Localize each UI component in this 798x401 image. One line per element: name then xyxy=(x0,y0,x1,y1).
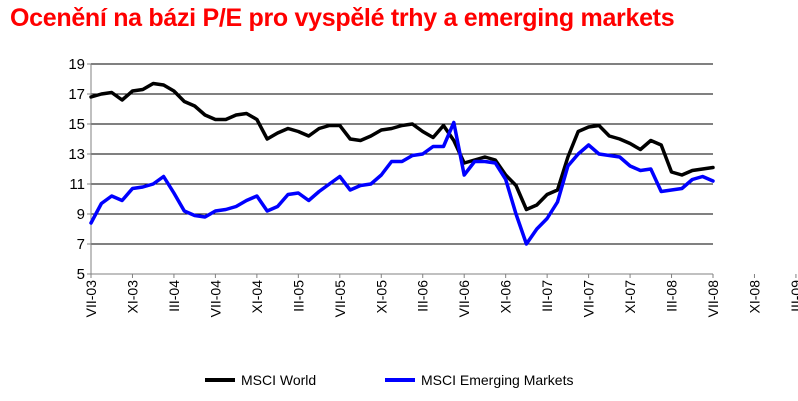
xtick-label-VII-07: VII-07 xyxy=(581,280,597,318)
xtick-label-III-06: III-06 xyxy=(415,280,431,312)
chart-title: Ocenění na bázi P/E pro vyspělé trhy a e… xyxy=(10,4,675,32)
xtick-label-XI-03: XI-03 xyxy=(124,280,140,314)
xtick-label-III-07: III-07 xyxy=(539,280,555,312)
series-line-msci-em xyxy=(89,120,715,246)
ytick-label-9: 9 xyxy=(77,206,85,223)
xtick-label-VII-08: VII-08 xyxy=(705,280,721,318)
legend-world: MSCI World xyxy=(205,370,316,390)
xtick-label-XI-05: XI-05 xyxy=(373,280,389,314)
axes xyxy=(87,63,797,278)
ytick-label-13: 13 xyxy=(68,146,85,163)
xtick-label-III-04: III-04 xyxy=(166,280,182,312)
xtick-label-XI-04: XI-04 xyxy=(249,280,265,314)
legend-swatch-em xyxy=(385,378,415,382)
ytick-label-5: 5 xyxy=(77,266,85,283)
legend-label-em: MSCI Emerging Markets xyxy=(421,372,574,388)
ytick-label-19: 19 xyxy=(68,56,85,73)
ytick-label-11: 11 xyxy=(69,176,85,193)
series-line-msci-world xyxy=(89,81,715,212)
ytick-label-17: 17 xyxy=(68,86,85,103)
xtick-label-VII-03: VII-03 xyxy=(83,280,99,318)
ytick-label-7: 7 xyxy=(77,236,85,253)
legend-em: MSCI Emerging Markets xyxy=(385,370,573,390)
x-tick-labels: VII-03 XI-03 III-04 VII-04 XI-04 III-05 VII-05… xyxy=(83,280,798,318)
xtick-label-VII-05: VII-05 xyxy=(332,280,348,318)
xtick-label-XI-07: XI-07 xyxy=(622,280,638,314)
xtick-label-III-09: III-09 xyxy=(788,280,798,312)
grid-lines xyxy=(91,63,713,275)
y-tick-labels: 5 7 9 11 13 15 17 19 xyxy=(68,56,85,283)
xtick-label-III-05: III-05 xyxy=(290,280,306,312)
xtick-label-VII-04: VII-04 xyxy=(207,280,223,318)
series-lines xyxy=(89,81,715,246)
legend-swatch-world xyxy=(205,378,235,382)
xtick-label-III-08: III-08 xyxy=(664,280,680,312)
xtick-label-VII-06: VII-06 xyxy=(456,280,472,318)
ytick-label-15: 15 xyxy=(68,116,85,133)
xtick-label-XI-08: XI-08 xyxy=(746,280,762,314)
legend-label-world: MSCI World xyxy=(241,372,317,388)
xtick-label-XI-06: XI-06 xyxy=(498,280,514,314)
